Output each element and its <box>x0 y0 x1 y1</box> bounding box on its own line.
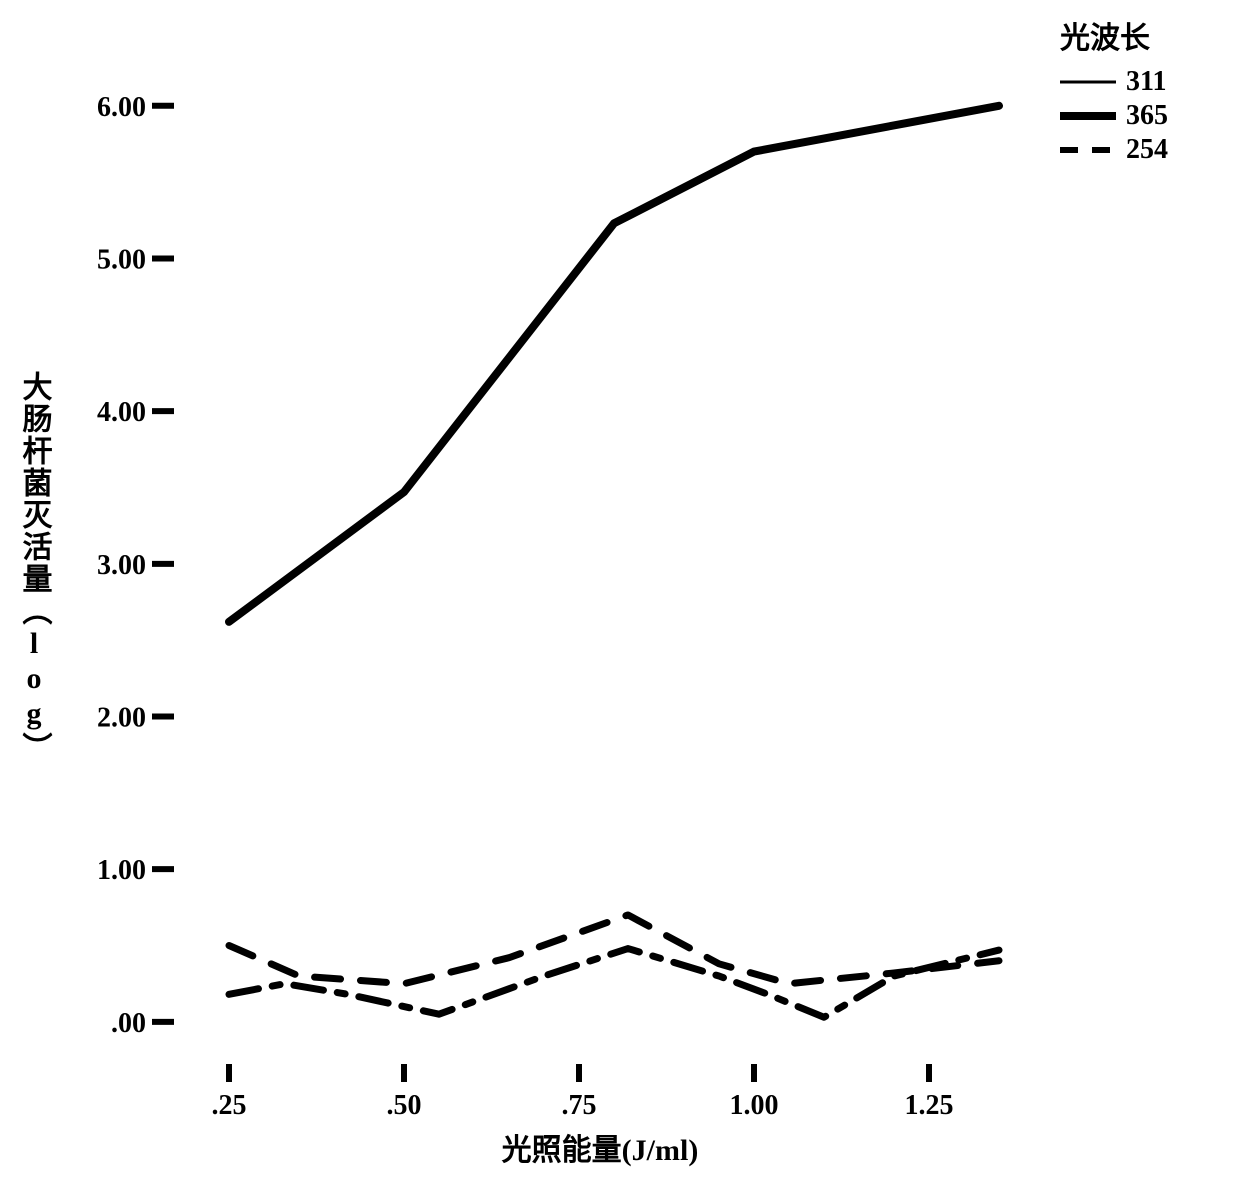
series-254 <box>229 915 999 984</box>
y-tick-label: 1.00 <box>97 855 146 886</box>
y-tick-label: .00 <box>111 1008 146 1039</box>
x-tick-label: .25 <box>212 1090 247 1121</box>
x-tick-label: 1.25 <box>905 1090 954 1121</box>
y-tick-label: 4.00 <box>97 397 146 428</box>
y-tick-label: 2.00 <box>97 702 146 733</box>
y-tick-label: 6.00 <box>97 92 146 123</box>
series-365 <box>229 949 999 1018</box>
x-tick-label: .50 <box>387 1090 422 1121</box>
legend-label: 254 <box>1126 134 1168 165</box>
y-tick-label: 3.00 <box>97 550 146 581</box>
x-tick-label: 1.00 <box>730 1090 779 1121</box>
x-axis-title: 光照能量(J/ml) <box>502 1134 699 1167</box>
legend-label: 311 <box>1126 66 1166 97</box>
y-axis-title: 大肠杆菌灭活量（log） <box>18 371 50 764</box>
y-tick-label: 5.00 <box>97 244 146 275</box>
series-311 <box>229 106 999 622</box>
legend-label: 365 <box>1126 100 1168 131</box>
x-tick-label: .75 <box>562 1090 597 1121</box>
chart-svg: .00 1.00 2.00 3.00 4.00 5.00 6.00 .25 .50 .75 1.00… <box>0 0 1240 1192</box>
legend-title: 光波长 <box>1060 22 1150 55</box>
line-chart: .00 1.00 2.00 3.00 4.00 5.00 6.00 .25 .50 .75 1.00… <box>0 0 1240 1192</box>
